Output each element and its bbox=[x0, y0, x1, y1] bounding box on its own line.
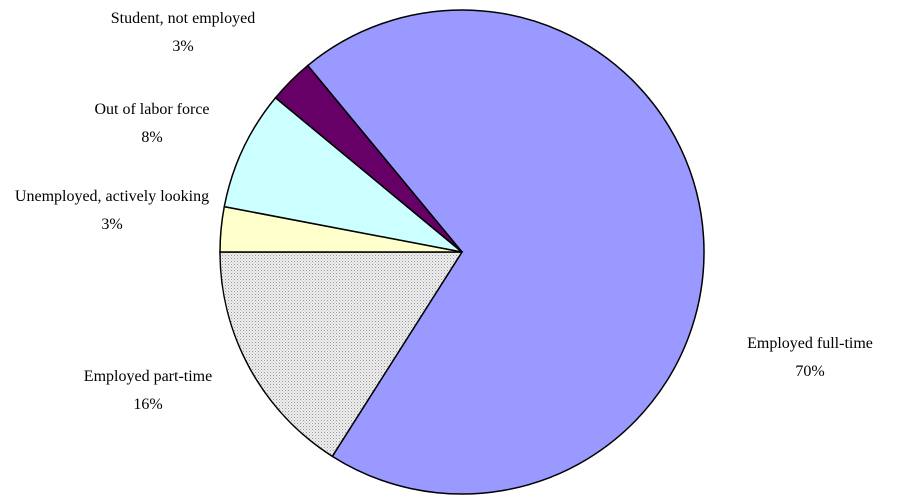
category-label: Out of labor force bbox=[94, 101, 210, 118]
pie-slice bbox=[306, 9, 705, 495]
pie-slice bbox=[219, 251, 464, 458]
category-label: Student, not employed bbox=[110, 10, 256, 27]
value-label: 3% bbox=[172, 38, 194, 55]
slice-label: Out of labor force 8% bbox=[52, 96, 252, 152]
slice-label: Unemployed, actively looking 3% bbox=[7, 183, 217, 239]
value-label: 16% bbox=[133, 396, 163, 413]
value-label: 70% bbox=[795, 363, 825, 380]
category-label: Employed part-time bbox=[83, 368, 213, 385]
pie-slice bbox=[274, 64, 463, 253]
category-label: Unemployed, actively looking bbox=[14, 188, 210, 205]
value-label: 3% bbox=[101, 216, 123, 233]
value-label: 8% bbox=[141, 129, 163, 146]
slice-label: Employed full-time 70% bbox=[710, 330, 903, 386]
category-label: Employed full-time bbox=[747, 335, 873, 352]
slice-label: Student, not employed 3% bbox=[73, 5, 293, 61]
slice-label: Employed part-time 16% bbox=[58, 363, 238, 419]
pie-slice bbox=[223, 96, 463, 253]
